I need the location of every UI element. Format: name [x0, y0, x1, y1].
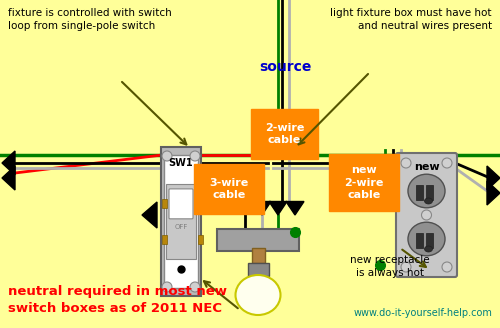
Text: fixture is controlled with switch
loop from single-pole switch: fixture is controlled with switch loop f… [8, 8, 172, 31]
Circle shape [401, 262, 411, 272]
Ellipse shape [424, 198, 432, 204]
Text: 2-wire
cable: 2-wire cable [265, 123, 304, 145]
Polygon shape [236, 201, 254, 215]
Circle shape [162, 282, 172, 292]
Text: source: source [259, 60, 311, 74]
Circle shape [401, 158, 411, 168]
Text: OFF: OFF [174, 224, 188, 230]
Text: new: new [414, 162, 440, 172]
Text: www.do-it-yourself-help.com: www.do-it-yourself-help.com [353, 308, 492, 318]
FancyBboxPatch shape [161, 147, 201, 296]
Circle shape [162, 151, 172, 161]
FancyBboxPatch shape [162, 235, 166, 244]
Circle shape [442, 262, 452, 272]
FancyBboxPatch shape [251, 109, 318, 159]
Circle shape [190, 282, 200, 292]
Polygon shape [2, 151, 15, 175]
Polygon shape [487, 166, 500, 190]
FancyBboxPatch shape [426, 233, 433, 248]
Polygon shape [286, 201, 304, 215]
Ellipse shape [236, 275, 281, 315]
FancyBboxPatch shape [169, 189, 193, 219]
Ellipse shape [408, 222, 445, 256]
Polygon shape [2, 166, 15, 190]
FancyBboxPatch shape [162, 199, 166, 208]
FancyBboxPatch shape [194, 164, 264, 214]
FancyBboxPatch shape [252, 248, 264, 262]
FancyBboxPatch shape [198, 199, 202, 208]
Text: light fixture box must have hot
and neutral wires present: light fixture box must have hot and neut… [330, 8, 492, 31]
Circle shape [190, 151, 200, 161]
Text: new receptacle
is always hot: new receptacle is always hot [350, 255, 430, 278]
Text: 3-wire
cable: 3-wire cable [210, 178, 248, 200]
Polygon shape [253, 201, 271, 215]
FancyBboxPatch shape [166, 184, 196, 259]
Polygon shape [142, 202, 157, 228]
FancyBboxPatch shape [426, 184, 433, 199]
FancyBboxPatch shape [198, 235, 202, 244]
Polygon shape [487, 181, 500, 205]
FancyBboxPatch shape [329, 154, 399, 211]
FancyBboxPatch shape [217, 229, 299, 251]
Circle shape [422, 210, 432, 220]
Text: SW1: SW1 [168, 158, 194, 168]
FancyBboxPatch shape [416, 233, 423, 248]
FancyBboxPatch shape [396, 153, 457, 277]
Circle shape [442, 158, 452, 168]
FancyBboxPatch shape [164, 155, 198, 288]
Text: neutral required in most new
switch boxes as of 2011 NEC: neutral required in most new switch boxe… [8, 285, 227, 315]
Ellipse shape [424, 246, 432, 252]
FancyBboxPatch shape [416, 184, 423, 199]
Polygon shape [269, 201, 287, 215]
FancyBboxPatch shape [248, 262, 268, 276]
Text: new
2-wire
cable: new 2-wire cable [344, 165, 384, 200]
Ellipse shape [408, 174, 445, 208]
